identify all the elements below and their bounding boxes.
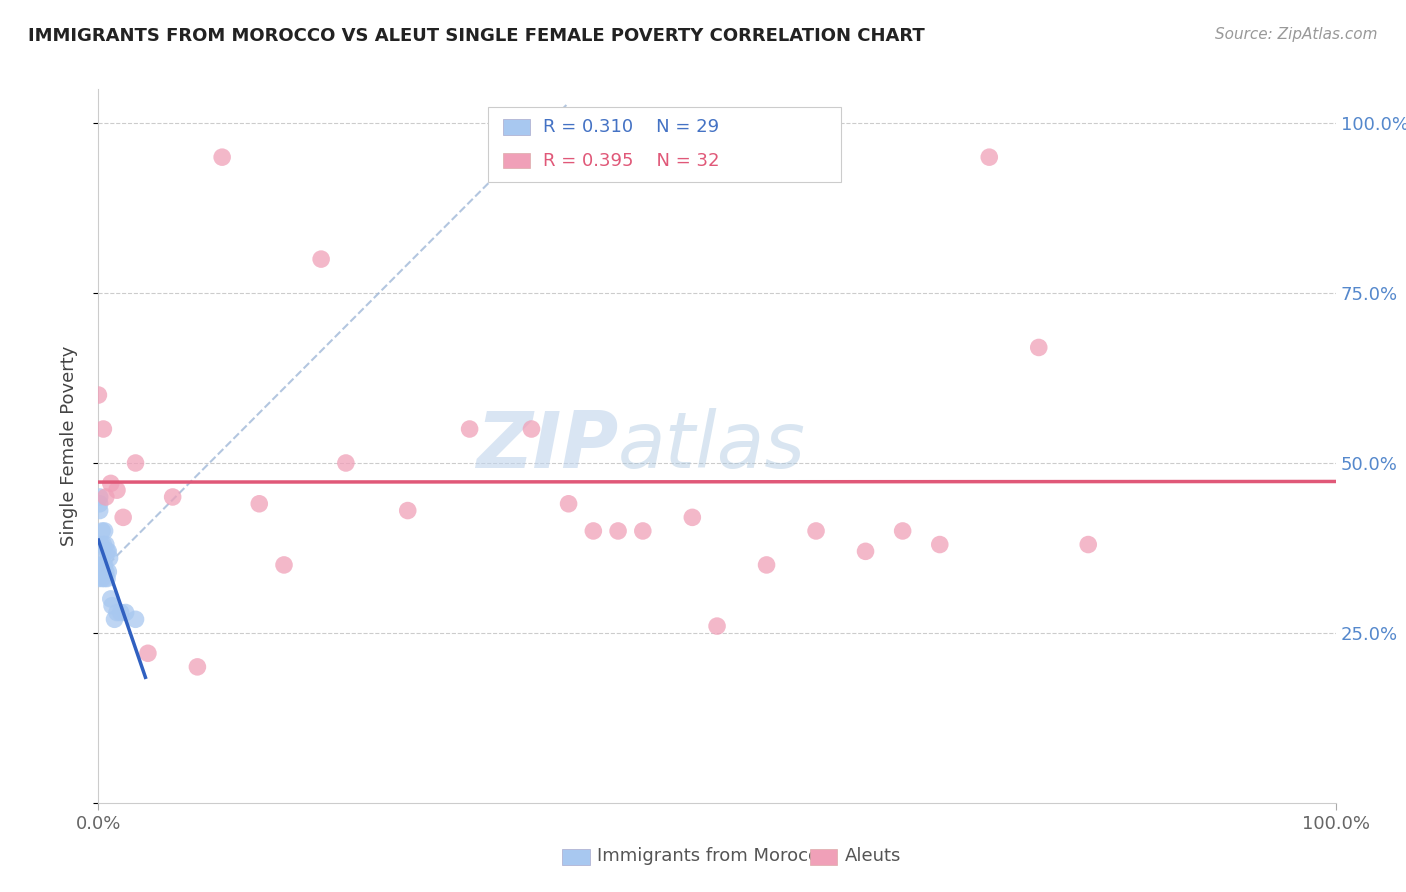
Point: [97, 565, 120, 579]
Point: [631, 524, 654, 538]
Text: R = 0.310    N = 29: R = 0.310 N = 29: [543, 118, 718, 136]
Point: [89, 503, 111, 517]
Point: [93, 558, 115, 572]
Point: [93, 537, 115, 551]
Text: atlas: atlas: [619, 408, 806, 484]
Point: [94, 565, 117, 579]
Text: R = 0.395    N = 32: R = 0.395 N = 32: [543, 152, 718, 169]
Point: [979, 150, 1001, 164]
Point: [1077, 537, 1099, 551]
Bar: [562, 849, 589, 865]
Point: [855, 544, 877, 558]
Bar: [503, 120, 530, 135]
Point: [458, 422, 481, 436]
Point: [247, 497, 270, 511]
Point: [1028, 341, 1050, 355]
Point: [90, 558, 112, 572]
Point: [96, 544, 118, 558]
Point: [91, 524, 114, 538]
Point: [114, 606, 136, 620]
Text: ZIP: ZIP: [475, 408, 619, 484]
Point: [124, 612, 146, 626]
Point: [100, 591, 122, 606]
Point: [93, 572, 115, 586]
Point: [89, 490, 111, 504]
Point: [93, 558, 115, 572]
Point: [110, 606, 132, 620]
Point: [112, 510, 135, 524]
Point: [755, 558, 778, 572]
Point: [91, 544, 114, 558]
Point: [101, 599, 124, 613]
Point: [607, 524, 630, 538]
Point: [309, 252, 332, 266]
Point: [91, 572, 114, 586]
Point: [90, 565, 112, 579]
Point: [93, 422, 115, 436]
Text: IMMIGRANTS FROM MOROCCO VS ALEUT SINGLE FEMALE POVERTY CORRELATION CHART: IMMIGRANTS FROM MOROCCO VS ALEUT SINGLE …: [28, 27, 925, 45]
Text: Aleuts: Aleuts: [845, 847, 901, 864]
Point: [582, 524, 605, 538]
Point: [105, 606, 128, 620]
Point: [162, 490, 184, 504]
FancyBboxPatch shape: [488, 107, 841, 182]
Bar: [810, 849, 837, 865]
Point: [186, 660, 208, 674]
Y-axis label: Single Female Poverty: Single Female Poverty: [59, 346, 77, 546]
Point: [557, 497, 579, 511]
Point: [96, 572, 118, 586]
Point: [124, 456, 146, 470]
Point: [97, 544, 120, 558]
Text: Immigrants from Morocco: Immigrants from Morocco: [598, 847, 830, 864]
Point: [335, 456, 357, 470]
Point: [520, 422, 543, 436]
Point: [87, 572, 110, 586]
Point: [105, 483, 128, 498]
Point: [273, 558, 295, 572]
Point: [90, 537, 112, 551]
Point: [928, 537, 950, 551]
Point: [211, 150, 233, 164]
Point: [681, 510, 703, 524]
Point: [103, 612, 125, 626]
Point: [94, 537, 117, 551]
Point: [706, 619, 728, 633]
Point: [89, 497, 111, 511]
Point: [100, 476, 122, 491]
Bar: [503, 153, 530, 169]
Point: [396, 503, 419, 517]
Point: [136, 646, 159, 660]
Point: [87, 388, 110, 402]
Point: [98, 551, 121, 566]
Text: Source: ZipAtlas.com: Source: ZipAtlas.com: [1215, 27, 1378, 42]
Point: [804, 524, 827, 538]
Point: [891, 524, 914, 538]
Point: [94, 490, 117, 504]
Point: [93, 524, 115, 538]
